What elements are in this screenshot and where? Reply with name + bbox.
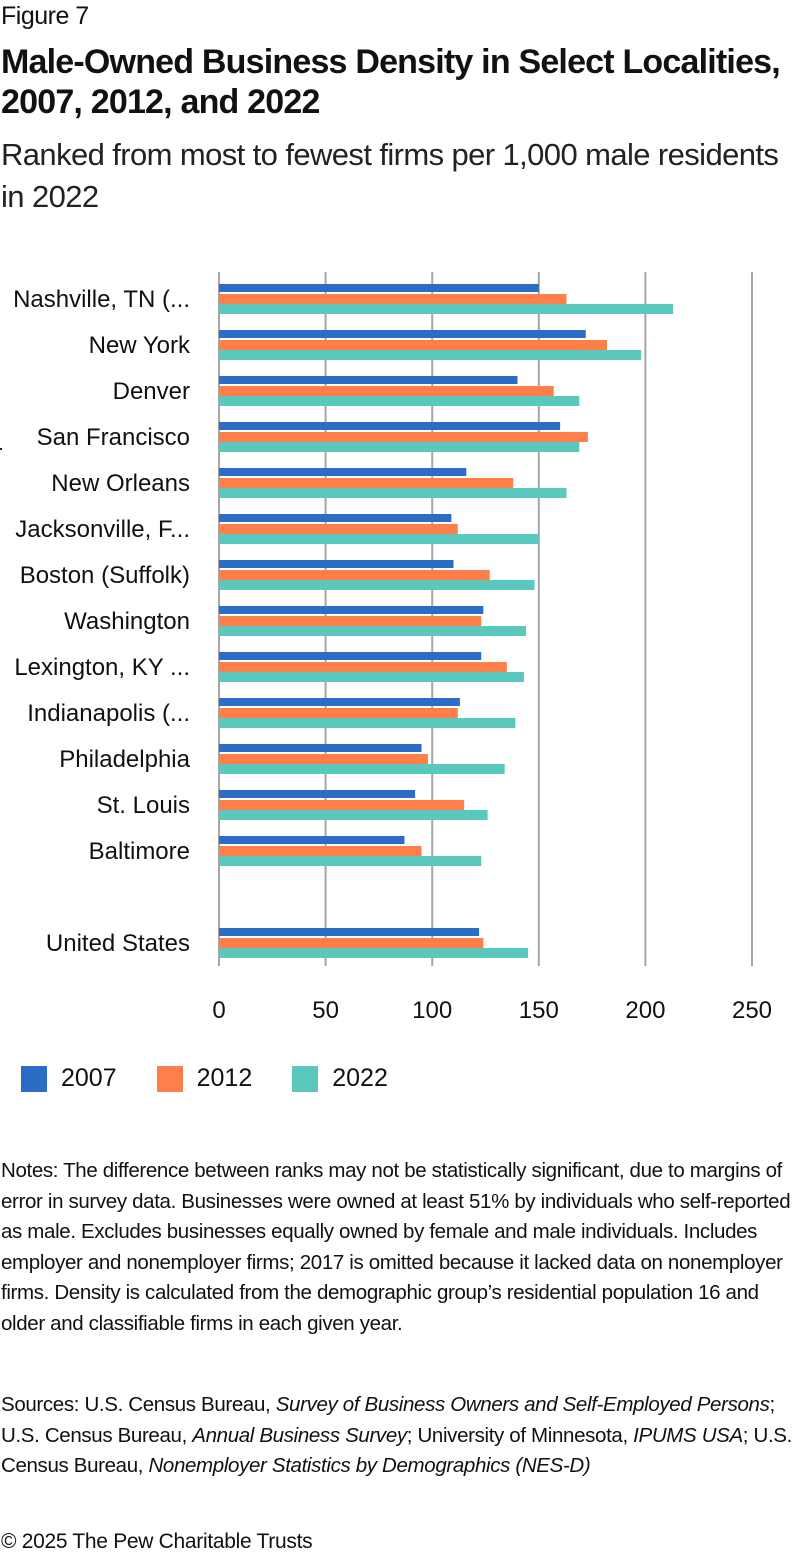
category-label: Baltimore — [89, 838, 190, 865]
bar-2007 — [219, 468, 467, 476]
bar-2007 — [219, 790, 416, 798]
bar-2012 — [219, 570, 490, 580]
bar-2012 — [219, 478, 514, 488]
stray-mark — [0, 448, 2, 450]
bar-2007 — [219, 928, 480, 936]
chart-title: Male-Owned Business Density in Select Lo… — [1, 43, 781, 121]
x-tick-label: 150 — [519, 997, 559, 1024]
category-label: Indianapolis (... — [27, 700, 190, 727]
bar-2007 — [219, 376, 518, 384]
bar-2012 — [219, 708, 458, 718]
x-tick-label: 50 — [312, 997, 339, 1024]
bar-2007 — [219, 836, 405, 844]
bar-2007 — [219, 284, 539, 292]
bar-2012 — [219, 754, 428, 764]
bar-2007 — [219, 744, 422, 752]
sources-text: ; U.S. Census Bureau, — [1, 1423, 792, 1478]
sources-text: Sources: U.S. Census Bureau, — [1, 1393, 276, 1416]
source-title: Nonemployer Statistics by Demographics (… — [148, 1454, 591, 1478]
legend-label-2007: 2007 — [61, 1064, 117, 1092]
bar-2022 — [219, 718, 516, 728]
bar-2012 — [219, 340, 608, 350]
bar-2012 — [219, 294, 567, 304]
category-label: San Francisco — [37, 424, 190, 451]
bars — [219, 284, 674, 958]
category-label: Philadelphia — [59, 746, 190, 773]
bar-2012 — [219, 386, 554, 396]
figure-label: Figure 7 — [1, 2, 89, 30]
category-label: Boston (Suffolk) — [20, 562, 190, 589]
legend-item-2012: 2012 — [156, 1064, 253, 1093]
category-label: Washington — [64, 608, 190, 635]
bar-2022 — [219, 580, 535, 590]
legend-swatch-2012 — [156, 1065, 183, 1092]
bar-2022 — [219, 488, 567, 498]
category-label: New York — [89, 332, 191, 359]
bar-2022 — [219, 396, 580, 406]
bar-2022 — [219, 948, 529, 958]
bar-2012 — [219, 524, 458, 534]
bar-2022 — [219, 350, 642, 360]
sources-text: ; University of Minnesota, — [406, 1423, 634, 1447]
legend-label-2012: 2012 — [196, 1064, 253, 1092]
x-tick-label: 250 — [732, 997, 772, 1024]
category-label: Denver — [113, 378, 190, 405]
legend-label-2022: 2022 — [332, 1064, 388, 1092]
notes: Notes: The difference between ranks may … — [1, 1159, 791, 1335]
bar-2012 — [219, 616, 482, 626]
bar-2007 — [219, 698, 460, 706]
bar-2012 — [219, 662, 507, 672]
legend-item-2007: 2007 — [21, 1064, 117, 1093]
bar-2022 — [219, 534, 539, 544]
bar-2007 — [219, 606, 484, 614]
bar-2022 — [219, 810, 488, 820]
x-tick-label: 200 — [625, 997, 665, 1024]
bar-2022 — [219, 442, 580, 452]
legend-swatch-2022 — [292, 1065, 319, 1092]
category-label: Nashville, TN (... — [13, 286, 190, 313]
category-label: New Orleans — [51, 470, 190, 497]
source-title: IPUMS USA — [633, 1423, 743, 1447]
bar-2022 — [219, 856, 482, 866]
category-label: Jacksonville, F... — [15, 516, 190, 543]
bar-2007 — [219, 330, 586, 338]
bar-2012 — [219, 432, 588, 442]
bar-2007 — [219, 560, 454, 568]
bar-2007 — [219, 652, 482, 660]
category-label: St. Louis — [97, 792, 190, 819]
bar-2022 — [219, 672, 524, 682]
x-tick-label: 100 — [412, 997, 452, 1024]
bar-2022 — [219, 764, 505, 774]
copyright: © 2025 The Pew Charitable Trusts — [1, 1530, 313, 1553]
source-title: Survey of Business Owners and Self-Emplo… — [275, 1393, 770, 1416]
bar-2012 — [219, 938, 484, 948]
x-axis-tick-labels: 0 50 100 150 200 250 — [212, 997, 772, 1024]
bar-2022 — [219, 626, 527, 636]
bar-2022 — [219, 304, 674, 314]
legend-item-2022: 2022 — [292, 1064, 388, 1093]
bar-chart: Nashville, TN (... New York Denver San Fran… — [13, 272, 772, 1024]
bar-2007 — [219, 422, 561, 430]
bar-2007 — [219, 514, 452, 522]
legend-swatch-2007 — [21, 1065, 47, 1092]
chart-subtitle: Ranked from most to fewest firms per 1,0… — [1, 137, 779, 214]
bar-2012 — [219, 846, 422, 856]
category-labels: Nashville, TN (... New York Denver San Fran… — [13, 286, 191, 957]
legend: 2007 2012 2022 — [21, 1064, 428, 1093]
source-title: Annual Business Survey — [192, 1423, 407, 1447]
bar-2012 — [219, 800, 465, 810]
category-label: Lexington, KY ... — [14, 654, 190, 681]
sources-text: ; U.S. Census Bureau, — [1, 1393, 775, 1447]
sources: Sources: U.S. Census Bureau, Survey of B… — [1, 1390, 792, 1482]
x-tick-label: 0 — [212, 997, 225, 1024]
category-label: United States — [46, 930, 190, 957]
